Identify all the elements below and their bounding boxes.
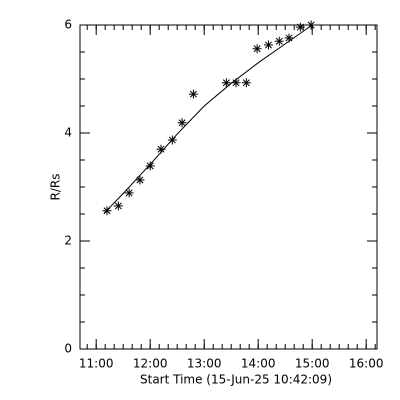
data-point (252, 44, 262, 54)
data-point (241, 78, 251, 88)
y-tick-label: 6 (64, 18, 72, 32)
data-point (295, 22, 305, 32)
data-point (177, 118, 187, 128)
data-point (113, 201, 123, 211)
asterisk-stroke (222, 79, 230, 87)
asterisk-stroke (189, 90, 197, 98)
data-point (263, 40, 273, 50)
asterisk-stroke (232, 79, 240, 87)
asterisk-stroke (178, 119, 186, 127)
y-axis-label: R/Rs (49, 174, 63, 201)
asterisk-stroke (275, 37, 283, 45)
y-tick-label: 0 (64, 342, 72, 356)
asterisk-stroke (296, 23, 304, 31)
data-point (135, 175, 145, 185)
data-point (124, 188, 134, 198)
asterisk-stroke (157, 145, 165, 153)
x-tick-label: 13:00 (187, 357, 222, 371)
data-point (221, 78, 231, 88)
asterisk-stroke (125, 189, 133, 197)
asterisk-stroke (136, 176, 144, 184)
plot-frame (79, 24, 378, 350)
data-point (188, 89, 198, 99)
x-tick-label: 16:00 (349, 357, 384, 371)
x-tick-label: 14:00 (241, 357, 276, 371)
fit-line (103, 24, 313, 214)
asterisk-stroke (242, 79, 250, 87)
asterisk-stroke (264, 41, 272, 49)
asterisk-stroke (146, 162, 154, 170)
x-tick-label: 12:00 (133, 357, 168, 371)
data-point (145, 161, 155, 171)
asterisk-stroke (114, 202, 122, 210)
data-point (274, 36, 284, 46)
x-tick-label: 15:00 (295, 357, 330, 371)
x-tick-label: 11:00 (79, 357, 114, 371)
y-tick-label: 2 (64, 234, 72, 248)
asterisk-stroke (253, 45, 261, 53)
asterisk-stroke (285, 34, 293, 42)
x-axis-label: Start Time (15-Jun-25 10:42:09) (140, 373, 332, 387)
y-tick-label: 4 (64, 126, 72, 140)
